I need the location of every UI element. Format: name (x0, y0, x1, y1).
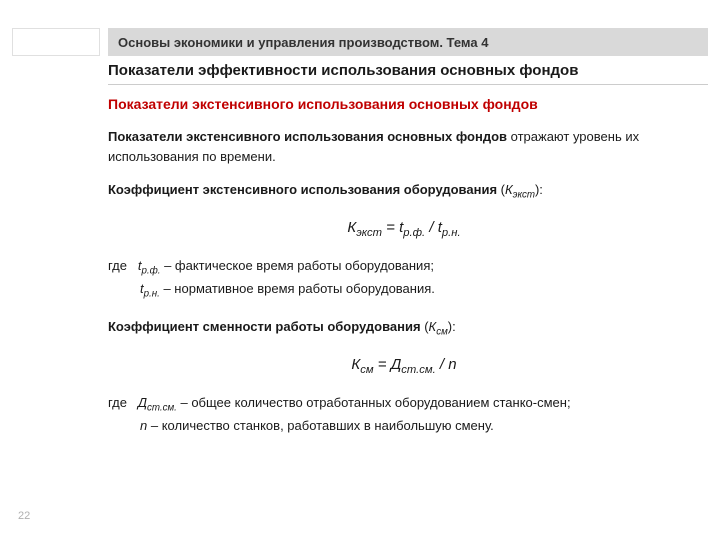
where-2-line-2: n – количество станков, работавших в наи… (108, 416, 700, 436)
coef2-label: Коэффициент сменности работы оборудовани… (108, 319, 421, 334)
f1-k: К (347, 219, 356, 236)
page-number: 22 (18, 510, 30, 522)
f2-n: n (448, 356, 456, 373)
divider (108, 84, 708, 85)
f1-ksub: экст (356, 227, 382, 239)
header-text: Основы экономики и управления производст… (118, 35, 488, 50)
where-1-line-1: где tр.ф. – фактическое время работы обо… (108, 256, 700, 279)
intro-bold: Показатели экстенсивного использования о… (108, 129, 507, 144)
w2-sym1: Д (138, 395, 147, 410)
w1-desc2: – нормативное время работы оборудования. (163, 281, 434, 296)
subheader: Показатели эффективности использования о… (108, 62, 708, 79)
w1-sub1: р.ф. (141, 266, 160, 277)
w2-desc1: – общее количество отработанных оборудов… (180, 395, 570, 410)
intro-paragraph: Показатели экстенсивного использования о… (108, 127, 700, 166)
where-2-line-1: где Дст.см. – общее количество отработан… (108, 393, 700, 416)
coef1-sym-sub: экст (513, 190, 535, 201)
where-1: где tр.ф. – фактическое время работы обо… (108, 256, 700, 302)
where-label-2: где (108, 395, 127, 410)
coef2-heading: Коэффициент сменности работы оборудовани… (108, 317, 700, 340)
w1-desc1: – фактическое время работы оборудования; (164, 258, 434, 273)
w1-sub2: р.н. (144, 289, 160, 300)
content: Показатели экстенсивного использования о… (108, 94, 700, 449)
logo-placeholder (12, 28, 100, 56)
w2-sym2: n (140, 418, 147, 433)
coef1-heading: Коэффициент экстенсивного использования … (108, 180, 700, 203)
coef1-label: Коэффициент экстенсивного использования … (108, 182, 497, 197)
f2-dsub: ст.см. (401, 364, 435, 376)
section-title: Показатели экстенсивного использования о… (108, 94, 700, 115)
f2-d: Д (391, 356, 402, 373)
where-2: где Дст.см. – общее количество отработан… (108, 393, 700, 436)
f1-t1sub: р.ф. (403, 227, 425, 239)
f1-t2sub: р.н. (442, 227, 461, 239)
coef1-sym-k: К (505, 182, 513, 197)
w2-desc2: – количество станков, работавших в наибо… (151, 418, 494, 433)
f2-k: К (351, 356, 360, 373)
header-bar: Основы экономики и управления производст… (108, 28, 708, 56)
w2-sub1: ст.см. (147, 402, 177, 413)
f2-ksub: см (360, 364, 373, 376)
where-label-1: где (108, 258, 127, 273)
formula-2: Ксм = Дст.см. / n (108, 354, 700, 379)
coef2-sym-sub: см (436, 326, 448, 337)
formula-1: Кэкст = tр.ф. / tр.н. (108, 217, 700, 242)
slide: Основы экономики и управления производст… (0, 0, 720, 540)
where-1-line-2: tр.н. – нормативное время работы оборудо… (108, 279, 700, 302)
